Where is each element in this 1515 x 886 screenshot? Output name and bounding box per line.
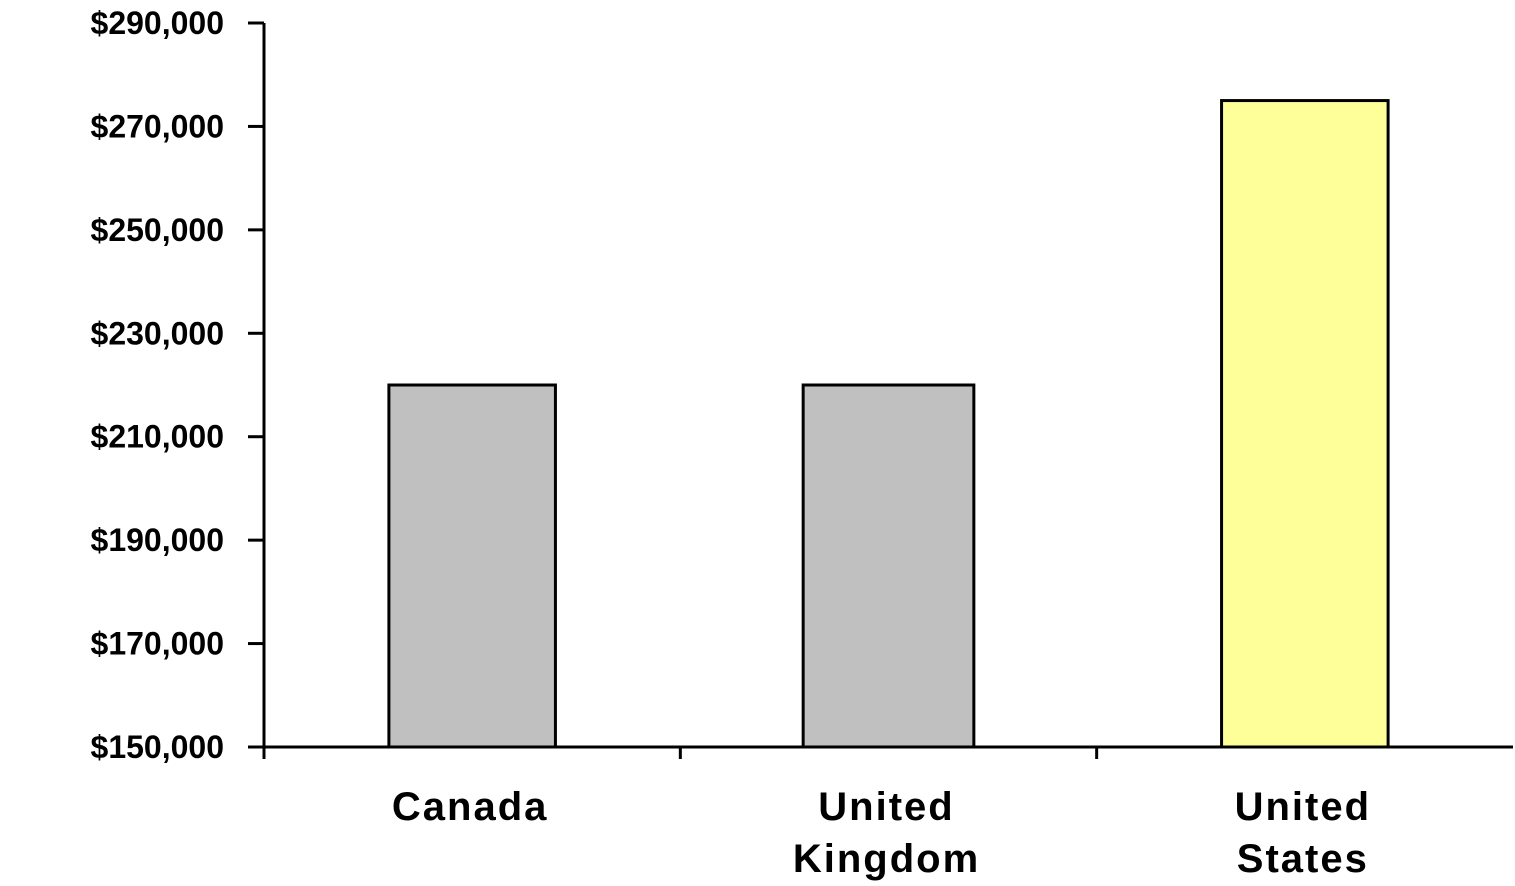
category-label: United States	[1235, 785, 1371, 881]
y-tick-label: $210,000	[91, 419, 224, 455]
bar-0	[387, 383, 557, 749]
category-label: Canada	[392, 785, 549, 829]
y-tick-label: $230,000	[91, 315, 224, 351]
x-axis-ticks	[678, 747, 1099, 759]
category-labels: Canada United Kingdom United States	[392, 785, 1371, 881]
y-tick-label: $190,000	[91, 522, 224, 558]
y-axis-ticks: $150,000 $170,000 $190,000 $210,000 $230,000…	[91, 5, 264, 765]
y-tick-label: $250,000	[91, 212, 224, 248]
y-tick-label: $150,000	[91, 729, 224, 765]
axes	[262, 23, 1513, 759]
y-tick-label: $290,000	[91, 5, 224, 41]
y-tick-label: $270,000	[91, 108, 224, 144]
bars	[387, 99, 1390, 749]
bar-2	[1220, 99, 1390, 749]
category-label-line: States	[1237, 837, 1369, 881]
category-label-line: United	[818, 785, 954, 829]
category-label-line: United	[1235, 785, 1371, 829]
category-label-line: Canada	[392, 785, 549, 829]
y-tick-label: $170,000	[91, 626, 224, 662]
bar-1	[801, 383, 976, 749]
category-label: United Kingdom	[793, 785, 980, 881]
category-label-line: Kingdom	[793, 837, 980, 881]
